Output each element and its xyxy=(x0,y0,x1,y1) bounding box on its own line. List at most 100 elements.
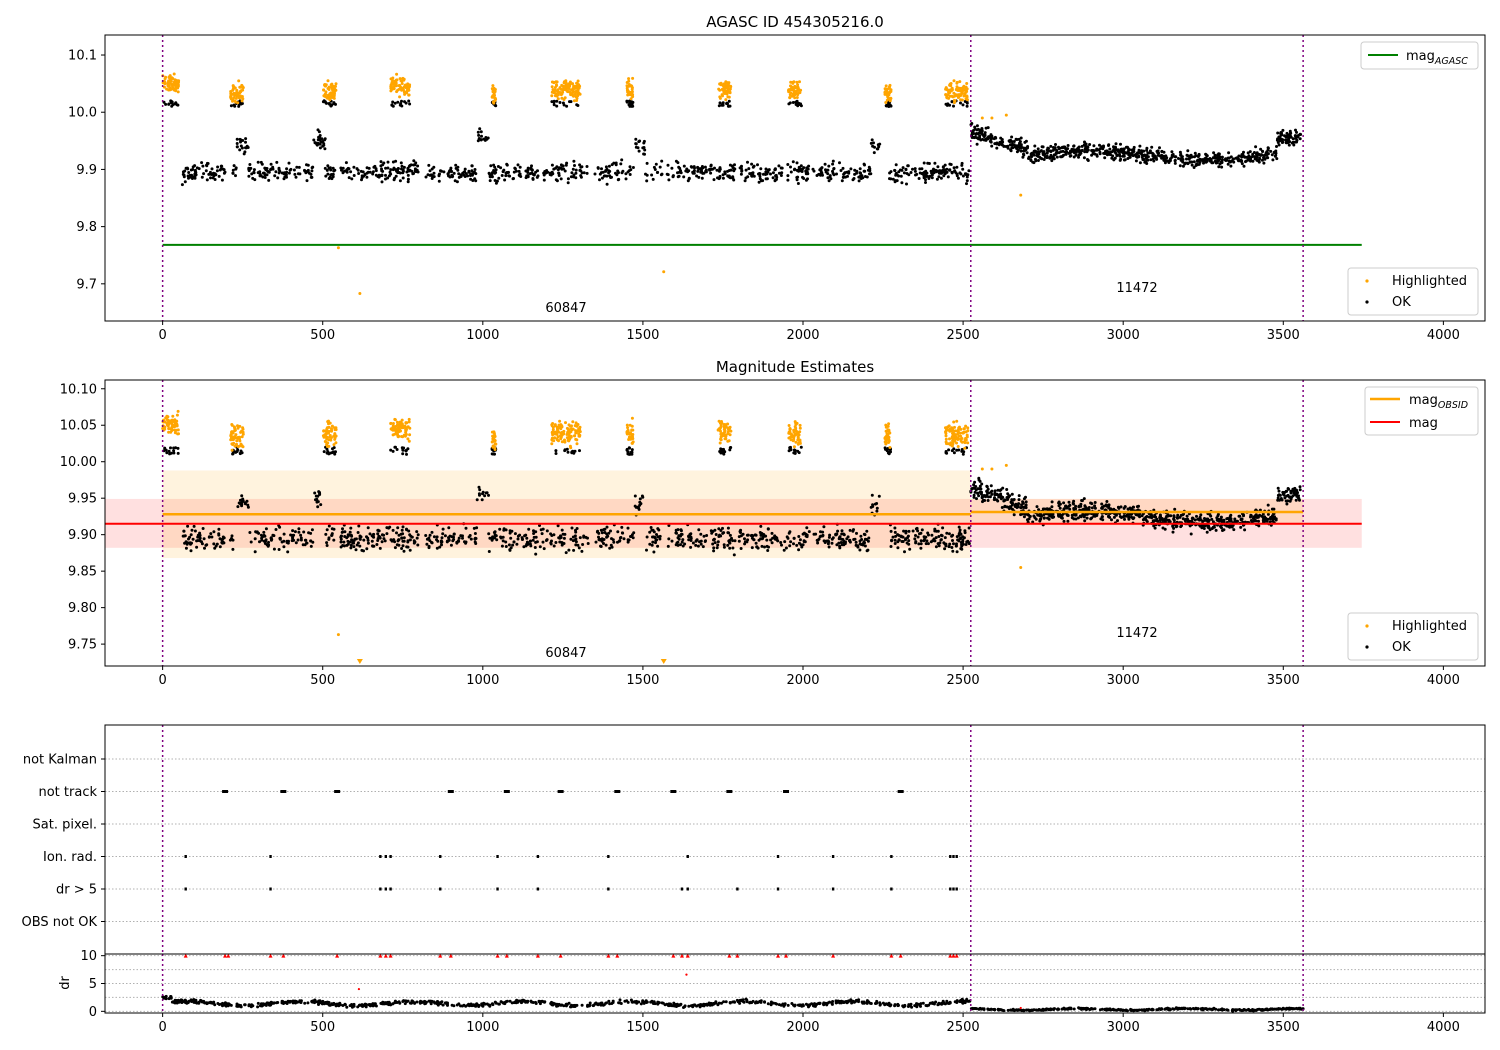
ok-point xyxy=(645,179,649,183)
ok-point xyxy=(280,540,284,544)
ok-point xyxy=(1116,519,1119,523)
ok-point xyxy=(483,138,487,142)
ok-point xyxy=(953,169,957,173)
ok-point xyxy=(1072,502,1075,506)
ok-point xyxy=(1213,153,1217,157)
ok-point xyxy=(370,539,374,543)
ok-point xyxy=(310,175,314,179)
ok-point xyxy=(235,142,239,145)
ok-point xyxy=(870,493,874,497)
ok-point xyxy=(1080,499,1084,502)
ok-point xyxy=(984,495,988,499)
highlighted-point xyxy=(168,419,172,423)
ok-point xyxy=(1281,128,1285,132)
highlighted-point xyxy=(953,99,957,103)
ok-point xyxy=(578,163,582,167)
ok-point xyxy=(907,529,911,533)
ok-point xyxy=(1285,502,1289,506)
ok-point xyxy=(563,532,567,536)
ok-point xyxy=(1163,157,1167,161)
ok-point xyxy=(366,538,370,542)
ok-point xyxy=(614,163,618,167)
ok-point xyxy=(967,169,971,173)
ok-point xyxy=(819,167,823,171)
ok-point xyxy=(1127,517,1131,521)
ok-point xyxy=(1023,149,1026,153)
ok-point xyxy=(702,534,706,538)
ok-point xyxy=(651,535,654,539)
ok-point xyxy=(711,530,715,533)
y-tick-label: 9.7 xyxy=(76,277,97,292)
ok-point xyxy=(950,170,954,174)
ok-point xyxy=(383,539,387,543)
ok-point xyxy=(1264,151,1268,155)
ok-point xyxy=(293,530,297,534)
ok-point xyxy=(1080,144,1084,148)
ok-point xyxy=(658,534,662,538)
ok-point xyxy=(815,538,819,542)
ok-point xyxy=(600,531,604,535)
ok-point xyxy=(1220,158,1224,162)
ok-point xyxy=(699,170,703,174)
ok-point xyxy=(760,544,764,548)
highlighted-point xyxy=(629,97,633,101)
ok-point xyxy=(888,177,891,181)
ok-point xyxy=(1024,503,1028,507)
ok-point xyxy=(855,169,859,173)
ok-point xyxy=(1229,160,1232,164)
ok-point xyxy=(1065,150,1069,154)
ok-point xyxy=(468,534,472,537)
ok-point xyxy=(1282,493,1286,497)
highlighted-point xyxy=(945,95,949,99)
ok-point xyxy=(237,104,241,108)
highlighted-point xyxy=(232,441,236,445)
ok-point xyxy=(1281,140,1285,144)
highlighted-point xyxy=(789,84,792,88)
ok-point xyxy=(541,540,545,544)
ok-point xyxy=(804,178,808,182)
ok-point xyxy=(356,531,360,534)
ok-point xyxy=(524,533,528,537)
ok-point xyxy=(440,536,444,540)
ok-point xyxy=(786,163,790,166)
ok-point xyxy=(924,175,928,178)
highlighted-point xyxy=(167,427,171,431)
ok-point xyxy=(1208,159,1212,163)
ok-point xyxy=(516,537,520,541)
highlighted-point xyxy=(175,413,179,417)
ok-point xyxy=(574,176,578,180)
ok-point xyxy=(479,130,483,134)
ok-point xyxy=(1214,160,1218,164)
highlighted-point xyxy=(575,81,579,85)
ok-point xyxy=(380,169,384,173)
highlighted-point xyxy=(793,89,797,93)
ok-point xyxy=(182,529,186,533)
highlighted-point xyxy=(795,80,799,84)
ok-point xyxy=(645,548,648,552)
ok-point xyxy=(890,539,894,543)
ok-point xyxy=(844,175,847,179)
ok-point xyxy=(1119,150,1123,154)
ok-point xyxy=(888,103,892,107)
ok-point xyxy=(825,539,829,543)
ok-point xyxy=(1205,530,1209,534)
ok-point xyxy=(478,488,482,492)
x-tick-label: 1500 xyxy=(626,328,659,343)
ok-point xyxy=(1226,156,1230,160)
ok-point xyxy=(952,104,955,108)
ok-point xyxy=(1033,516,1037,520)
ok-point xyxy=(285,170,289,174)
ok-point xyxy=(204,543,208,547)
ok-point xyxy=(277,524,281,527)
ok-point xyxy=(1252,151,1256,154)
ok-point xyxy=(604,543,608,547)
highlighted-point xyxy=(407,417,411,421)
ok-point xyxy=(642,152,646,156)
highlighted-point xyxy=(393,432,397,436)
ok-point xyxy=(1291,140,1295,144)
highlighted-point xyxy=(174,428,178,432)
ok-point xyxy=(788,544,792,548)
ok-point xyxy=(1188,524,1192,528)
ok-point xyxy=(674,159,678,163)
ok-point xyxy=(713,166,716,170)
